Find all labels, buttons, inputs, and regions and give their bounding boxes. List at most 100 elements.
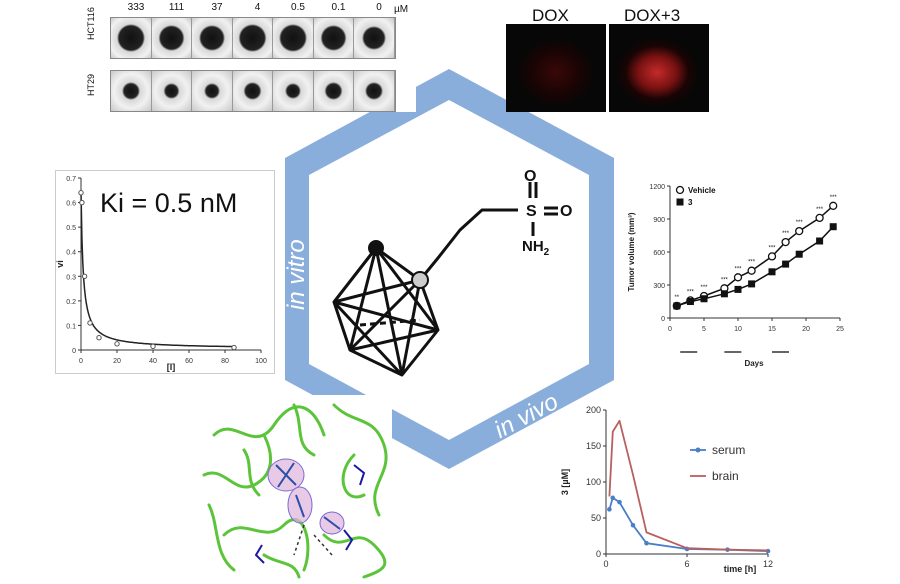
y-tick-label: 200 [586, 405, 601, 415]
y-axis-label: Tumor volume (mm³) [627, 212, 636, 291]
x-axis-label: [I] [167, 362, 176, 372]
fit-curve [80, 191, 234, 348]
y-tick-label: 0.5 [66, 225, 76, 232]
data-point-3 [829, 223, 837, 231]
fluor-image-dox3 [609, 24, 709, 112]
data-point-3 [720, 290, 728, 298]
carborane-molecule [332, 182, 558, 377]
significance-mark: *** [830, 195, 838, 201]
significance-mark: *** [782, 231, 790, 237]
data-point [81, 273, 88, 279]
x-axis-label: Days [744, 359, 764, 368]
concentration-row: 333 111 37 4 0.5 0.1 0 [114, 2, 384, 16]
significance-mark: *** [768, 245, 776, 251]
x-tick-label: 5 [702, 326, 706, 333]
spheroid-well [151, 71, 193, 111]
y-tick-label: 100 [586, 477, 601, 487]
y-tick-label: 0 [661, 316, 665, 323]
spheroid-well [192, 71, 233, 111]
data-point-3 [795, 250, 803, 258]
x-tick-label: 60 [185, 358, 193, 365]
spheroid-well [273, 71, 314, 111]
x-tick-label: 0 [668, 326, 672, 333]
concentration-label: 333 [127, 2, 145, 13]
significance-mark: ** [674, 295, 679, 301]
x-axis-label: time [h] [724, 564, 757, 574]
y-tick-label: 150 [586, 441, 601, 451]
amine: NH2 [522, 238, 549, 258]
y-tick-label: 50 [591, 513, 601, 523]
y-tick-label: 900 [653, 217, 665, 224]
oxygen-right: O [560, 203, 573, 220]
x-tick-label: 12 [763, 559, 773, 569]
fluor-image-dox [506, 24, 606, 112]
significance-mark: *** [687, 289, 695, 295]
data-point [79, 199, 85, 206]
carbon-atom-top [368, 240, 384, 256]
spheroid-well [192, 18, 233, 58]
spheroid-well [151, 18, 193, 58]
label-in-vitro: in vitro [283, 239, 310, 310]
spheroid-well [313, 18, 355, 58]
data-point-3 [686, 298, 694, 305]
x-tick-label: 100 [255, 358, 267, 365]
data-point-3 [734, 285, 742, 293]
x-tick-label: 0 [79, 358, 83, 365]
data-point-3 [782, 260, 790, 268]
spheroid-well [354, 71, 396, 111]
oxygen-top: O [524, 168, 537, 185]
hexagon-inner [309, 100, 589, 440]
y-tick-label: 1200 [649, 184, 665, 191]
spheroid-well [111, 71, 152, 111]
data-point-vehicle [829, 201, 838, 210]
legend-marker-vehicle [675, 185, 685, 195]
x-tick-label: 80 [221, 358, 229, 365]
fluor-label-dox: DOX [532, 6, 569, 25]
significance-mark: *** [700, 285, 708, 291]
ki-chart: 0 20 40 60 80 100 0 0.1 0.2 0.3 0.4 0.5 0.6 0.7 [I] vi [55, 176, 267, 372]
amine-nh: NH [522, 238, 544, 255]
concentration-label: 0.1 [331, 2, 346, 13]
data-point-vehicle [747, 266, 756, 275]
legend-label-serum: serum [712, 443, 745, 457]
y-tick-label: 0 [72, 348, 76, 355]
row-label-hct116: HCT116 [86, 7, 96, 40]
data-point-3 [700, 295, 708, 303]
data-point-serum [617, 499, 622, 505]
concentration-label: 0 [376, 2, 382, 13]
data-point-serum [644, 540, 649, 546]
spheroid-well [354, 18, 396, 58]
legend-label-vehicle: Vehicle [688, 186, 716, 195]
fluorescence-panel: DOX DOX+3 [506, 0, 711, 112]
sulfur: S [526, 203, 537, 220]
spheroid-well [273, 18, 314, 58]
data-point-vehicle [781, 237, 790, 247]
data-point-3 [748, 280, 756, 288]
spheroid-well [232, 71, 274, 111]
data-point-vehicle [815, 213, 824, 223]
data-point-3 [768, 268, 776, 276]
x-tick-label: 40 [149, 358, 157, 365]
ki-value: Ki = 0.5 nM [100, 188, 238, 218]
spheroid-well [232, 18, 274, 58]
data-point-3 [673, 302, 681, 310]
data-point-vehicle [795, 226, 804, 236]
x-tick-label: 25 [836, 326, 844, 333]
data-point [231, 344, 237, 351]
y-tick-label: 0.6 [66, 201, 76, 208]
data-point-vehicle [733, 273, 743, 282]
concentration-unit: µM [394, 4, 409, 15]
x-tick-label: 0 [603, 559, 608, 569]
series-line-compound-3 [676, 226, 834, 307]
data-point [114, 341, 120, 347]
data-point [87, 320, 93, 326]
data-point [150, 343, 156, 350]
well-row-ht29 [110, 70, 396, 112]
amine-subscript: 2 [543, 247, 550, 258]
row-label-ht29: HT29 [86, 73, 96, 96]
carbon-atom-right [411, 271, 429, 289]
x-tick-label: 20 [113, 358, 121, 365]
x-tick-label: 10 [734, 326, 742, 333]
ki-chart-panel [55, 170, 275, 374]
concentration-label: 111 [168, 2, 185, 13]
